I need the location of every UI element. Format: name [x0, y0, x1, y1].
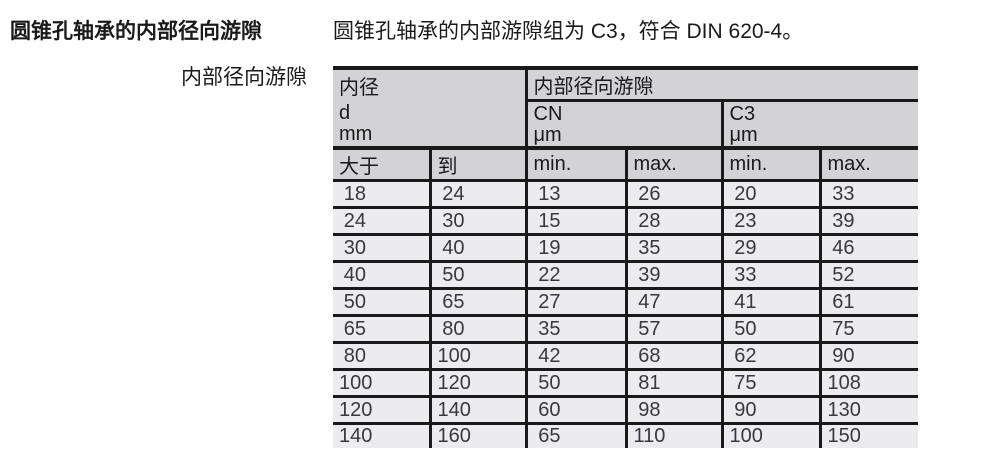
table-cell: 65	[526, 422, 628, 448]
cn-unit: μm	[533, 124, 562, 146]
header-bore-symbol-unit: d mm	[333, 100, 528, 148]
table-cell: 140	[333, 422, 432, 448]
table-cell: 39	[626, 260, 724, 289]
table-cell: 120	[430, 368, 528, 397]
table-body: 18 24 13 26 20 33 24 30 15 28 23 39 30 40 19 35 29 46 40 50…	[333, 179, 918, 448]
page-title: 圆锥孔轴承的内部径向游隙	[10, 20, 262, 43]
table-cell: 90	[722, 395, 822, 424]
bore-symbol: d	[339, 101, 351, 124]
table-cell: 65	[333, 314, 432, 343]
table-cell: 62	[722, 341, 822, 370]
table-cell: 22	[526, 260, 628, 289]
header-bore-label: 内径	[333, 68, 528, 101]
col-header-over: 大于	[333, 146, 432, 181]
table-cell: 39	[820, 206, 918, 235]
table-cell: 24	[333, 206, 432, 235]
table-cell: 46	[820, 233, 918, 262]
col-header-c3-max: max.	[820, 146, 918, 181]
table-row: 80 100 42 68 62 90	[333, 341, 918, 370]
table-cell: 80	[333, 341, 432, 370]
table-row: 40 50 22 39 33 52	[333, 260, 918, 289]
table-cell: 30	[333, 233, 432, 262]
table-row: 30 40 19 35 29 46	[333, 233, 918, 262]
header-cn-group: CN μm	[526, 100, 724, 148]
table-cell: 108	[820, 368, 918, 397]
table-row: 50 65 27 47 41 61	[333, 287, 918, 316]
table-cell: 40	[430, 233, 528, 262]
table-cell: 100	[430, 341, 528, 370]
table-cell: 98	[626, 395, 724, 424]
table-cell: 23	[722, 206, 822, 235]
table-cell: 57	[626, 314, 724, 343]
table-row: 140 160 65 110 100 150	[333, 422, 918, 448]
table-cell: 24	[430, 179, 528, 208]
table-cell: 50	[526, 368, 628, 397]
table-row: 24 30 15 28 23 39	[333, 206, 918, 235]
c3-unit: μm	[729, 124, 758, 146]
table-row: 18 24 13 26 20 33	[333, 179, 918, 208]
intro-text: 圆锥孔轴承的内部游隙组为 C3，符合 DIN 620-4。	[333, 20, 804, 43]
col-header-to: 到	[430, 146, 528, 181]
table-cell: 110	[626, 422, 724, 448]
clearance-table: 内径 内部径向游隙 d mm CN μm C3 μm 大于 到 min. max…	[333, 66, 918, 448]
table-cell: 50	[430, 260, 528, 289]
table-cell: 50	[333, 287, 432, 316]
table-cell: 40	[333, 260, 432, 289]
header-c3-group: C3 μm	[722, 100, 918, 148]
table-cell: 19	[526, 233, 628, 262]
table-cell: 150	[820, 422, 918, 448]
table-cell: 52	[820, 260, 918, 289]
table-cell: 28	[626, 206, 724, 235]
cn-label: CN	[533, 103, 563, 125]
table-cell: 100	[722, 422, 822, 448]
table-cell: 27	[526, 287, 628, 316]
table-row: 100 120 50 81 75 108	[333, 368, 918, 397]
table-cell: 81	[626, 368, 724, 397]
table-cell: 80	[430, 314, 528, 343]
table-cell: 42	[526, 341, 628, 370]
table-cell: 30	[430, 206, 528, 235]
table-cell: 120	[333, 395, 432, 424]
table-cell: 33	[820, 179, 918, 208]
table-cell: 41	[722, 287, 822, 316]
table-cell: 65	[430, 287, 528, 316]
table-row: 120 140 60 98 90 130	[333, 395, 918, 424]
table-row: 65 80 35 57 50 75	[333, 314, 918, 343]
c3-label: C3	[729, 103, 756, 125]
table-cell: 35	[626, 233, 724, 262]
header-clearance-label: 内部径向游隙	[526, 68, 918, 102]
table-cell: 68	[626, 341, 724, 370]
table-cell: 18	[333, 179, 432, 208]
table-cell: 47	[626, 287, 724, 316]
table-cell: 13	[526, 179, 628, 208]
col-header-c3-min: min.	[722, 146, 822, 181]
col-header-cn-max: max.	[626, 146, 724, 181]
bore-unit: mm	[339, 122, 373, 145]
table-cell: 60	[526, 395, 628, 424]
col-header-cn-min: min.	[526, 146, 628, 181]
table-cell: 35	[526, 314, 628, 343]
table-cell: 61	[820, 287, 918, 316]
table-cell: 29	[722, 233, 822, 262]
table-cell: 130	[820, 395, 918, 424]
table-cell: 15	[526, 206, 628, 235]
table-cell: 50	[722, 314, 822, 343]
table-cell: 33	[722, 260, 822, 289]
table-cell: 160	[430, 422, 528, 448]
table-cell: 100	[333, 368, 432, 397]
table-header: 内径 内部径向游隙 d mm CN μm C3 μm 大于 到 min. max…	[333, 68, 918, 181]
table-cell: 20	[722, 179, 822, 208]
table-cell: 26	[626, 179, 724, 208]
table-cell: 90	[820, 341, 918, 370]
table-cell: 140	[430, 395, 528, 424]
table-cell: 75	[820, 314, 918, 343]
table-side-label: 内部径向游隙	[181, 66, 307, 89]
table-cell: 75	[722, 368, 822, 397]
